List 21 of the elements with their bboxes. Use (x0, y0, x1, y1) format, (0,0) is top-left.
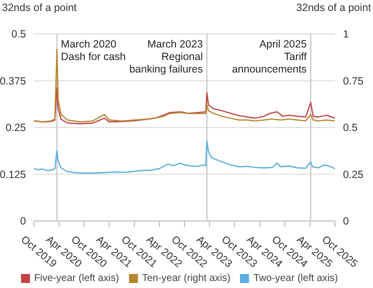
ref-line-label: March 2023 Regional banking failures (129, 38, 204, 76)
y-axis-title: 32nds of a point (2, 2, 77, 14)
y2-tick-label: 1 (343, 28, 349, 41)
y-tick-label: 0 (20, 216, 26, 228)
y2-tick-label: 0.75 (343, 75, 364, 88)
y-tick-label: 0.125 (0, 168, 26, 181)
legend-label: Five-year (left axis) (34, 273, 120, 284)
y-tick-label: 0.375 (0, 75, 26, 88)
legend-label: Two-year (left axis) (253, 273, 338, 284)
y2-axis-title: 32nds of a point (296, 2, 371, 14)
legend-label: Ten-year (right axis) (142, 273, 230, 284)
line-series (34, 140, 335, 174)
ref-line-label: April 2025 Tariff announcements (232, 38, 307, 76)
y-tick-label: 0.25 (6, 122, 26, 134)
y2-tick-label: 0.5 (343, 122, 358, 134)
ref-line-label: March 2020 Dash for cash (60, 38, 126, 64)
line-series (34, 48, 335, 122)
y2-tick-label: 0 (343, 216, 349, 228)
y2-tick-label: 0.25 (343, 168, 364, 181)
line-series (34, 88, 335, 124)
y-tick-label: 0.5 (11, 28, 26, 41)
